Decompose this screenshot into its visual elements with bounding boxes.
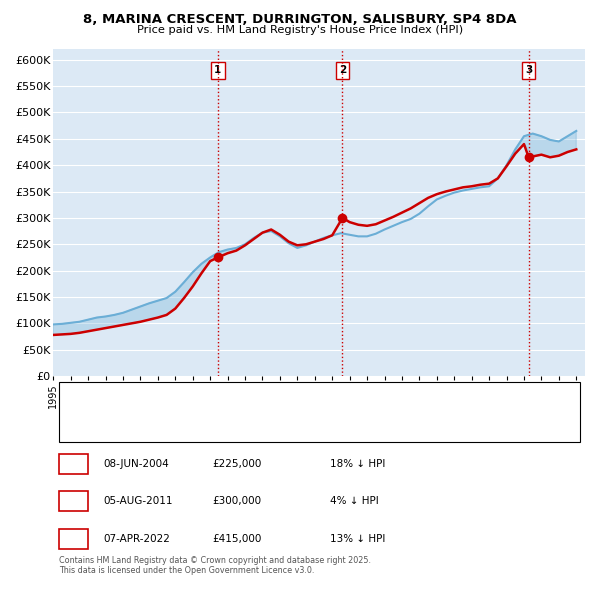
Text: 1: 1 [214, 65, 221, 76]
FancyBboxPatch shape [59, 491, 88, 512]
Text: 13% ↓ HPI: 13% ↓ HPI [330, 534, 385, 544]
Text: 8, MARINA CRESCENT, DURRINGTON, SALISBURY, SP4 8DA: 8, MARINA CRESCENT, DURRINGTON, SALISBUR… [83, 13, 517, 26]
Text: 8, MARINA CRESCENT, DURRINGTON, SALISBURY, SP4 8DA (detached house): 8, MARINA CRESCENT, DURRINGTON, SALISBUR… [106, 396, 482, 406]
Text: 2: 2 [339, 65, 346, 76]
FancyBboxPatch shape [59, 529, 88, 549]
Text: HPI: Average price, detached house, Wiltshire: HPI: Average price, detached house, Wilt… [106, 418, 330, 428]
Text: Contains HM Land Registry data © Crown copyright and database right 2025.
This d: Contains HM Land Registry data © Crown c… [59, 556, 371, 575]
Text: 18% ↓ HPI: 18% ↓ HPI [330, 458, 385, 468]
Text: 05-AUG-2011: 05-AUG-2011 [104, 496, 173, 506]
Text: 3: 3 [70, 534, 77, 544]
Text: 1: 1 [70, 458, 77, 468]
FancyBboxPatch shape [59, 454, 88, 474]
Text: 2: 2 [70, 496, 77, 506]
Text: £300,000: £300,000 [213, 496, 262, 506]
Text: £415,000: £415,000 [213, 534, 262, 544]
Text: 4% ↓ HPI: 4% ↓ HPI [330, 496, 379, 506]
Text: £225,000: £225,000 [213, 458, 262, 468]
Text: 08-JUN-2004: 08-JUN-2004 [104, 458, 170, 468]
FancyBboxPatch shape [59, 382, 580, 442]
Text: 3: 3 [525, 65, 532, 76]
Text: Price paid vs. HM Land Registry's House Price Index (HPI): Price paid vs. HM Land Registry's House … [137, 25, 463, 35]
Text: 07-APR-2022: 07-APR-2022 [104, 534, 170, 544]
